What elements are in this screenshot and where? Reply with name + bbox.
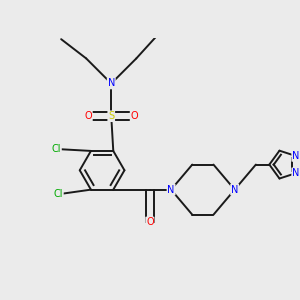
Text: N: N [292,151,299,161]
Text: S: S [108,111,114,121]
Text: Cl: Cl [53,189,63,199]
Text: O: O [84,111,92,121]
Text: Cl: Cl [52,144,61,154]
Text: N: N [108,79,115,88]
Text: N: N [231,184,238,195]
Text: O: O [146,218,154,227]
Text: O: O [130,111,138,121]
Text: N: N [167,184,175,195]
Text: N: N [292,168,299,178]
